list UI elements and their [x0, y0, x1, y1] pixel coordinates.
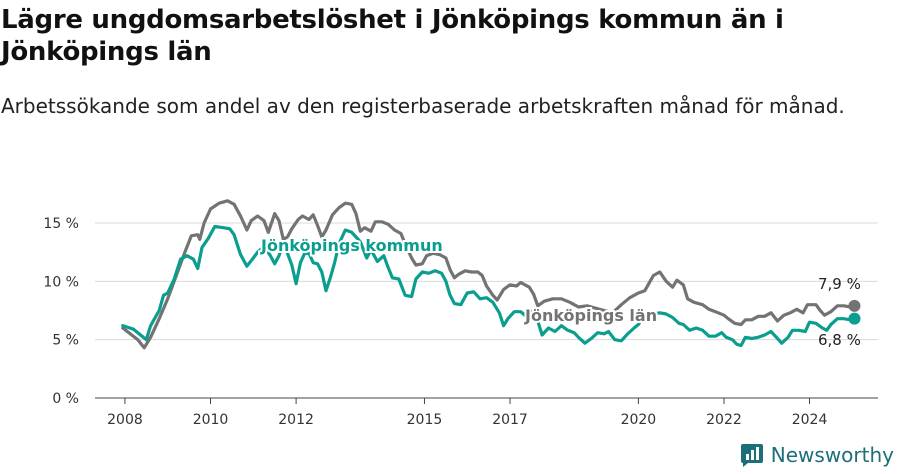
chart-subtitle: Arbetssökande som andel av den registerb… [1, 94, 845, 118]
x-tick-label: 2012 [278, 412, 314, 428]
series-line [121, 199, 857, 350]
x-tick-label: 2010 [193, 412, 229, 428]
x-tick-label: 2015 [407, 412, 443, 428]
series-end-point [848, 312, 861, 325]
series-lines [121, 199, 861, 350]
newsworthy-logo-icon [740, 444, 763, 467]
y-tick-labels: 0 % 5 % 10 % 15 % [43, 216, 79, 407]
brand-logo: Newsworthy [739, 442, 894, 468]
series-line [121, 224, 857, 348]
x-tick-label: 2017 [492, 412, 528, 428]
y-gridlines [95, 222, 878, 341]
x-tick-label: 2022 [706, 412, 742, 428]
y-tick-label: 0 % [52, 391, 79, 407]
series-label-jonkopings-lan: Jönköpings län [524, 306, 657, 325]
y-tick-label: 15 % [43, 216, 79, 232]
x-tick-label: 2024 [792, 412, 828, 428]
x-axis: 2008 2010 2012 2015 2017 2020 2022 2024 [95, 397, 878, 428]
x-tick-label: 2008 [107, 412, 143, 428]
end-label-lan: 7,9 % [818, 275, 861, 293]
series-end-point [848, 299, 861, 312]
y-tick-label: 5 % [52, 333, 79, 349]
x-tick-label: 2020 [621, 412, 657, 428]
brand-name: Newsworthy [770, 443, 894, 467]
end-label-kommun: 6,8 % [818, 331, 861, 349]
series-label-jonkopings-kommun: Jönköpings kommun [260, 236, 443, 255]
chart-title: Lägre ungdomsarbetslöshet i Jönköpings k… [1, 5, 784, 67]
y-tick-label: 10 % [43, 274, 79, 290]
